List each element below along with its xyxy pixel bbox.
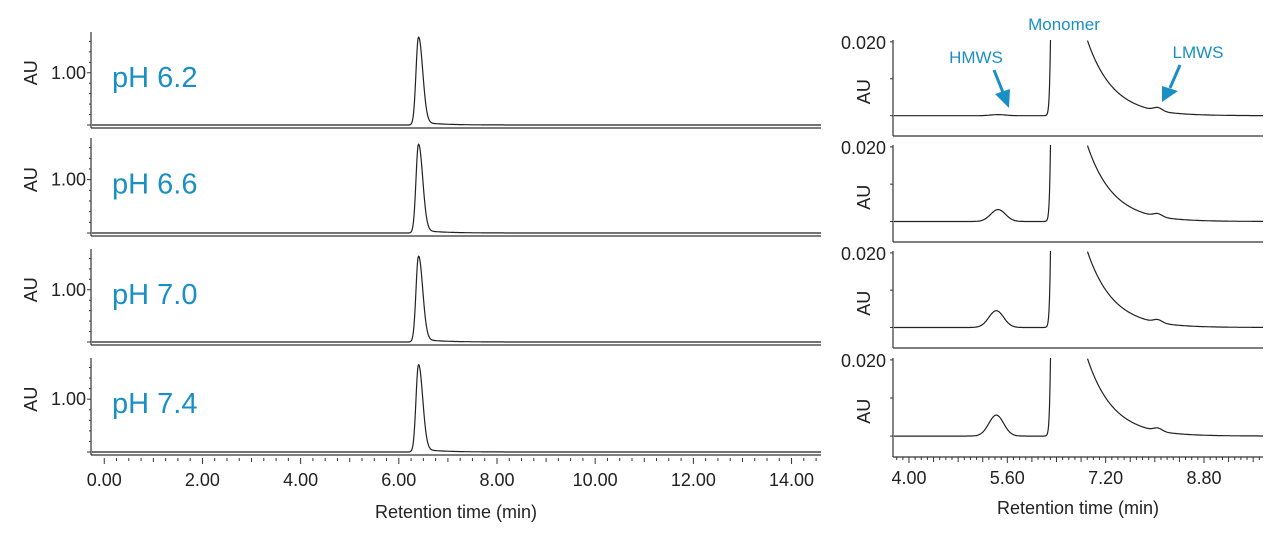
y-axis-label: AU (854, 399, 874, 424)
y-tick-label: 1.00 (51, 170, 86, 190)
y-tick-label: 1.00 (51, 389, 86, 409)
y-tick-label: 0.020 (841, 244, 886, 264)
trace-line (894, 357, 1052, 437)
x-tick-label: 7.20 (1088, 468, 1123, 488)
hmws-annotation: HMWS (949, 48, 1003, 67)
trace-line (894, 39, 1052, 117)
y-axis-label: AU (854, 79, 874, 104)
y-axis-label: AU (854, 185, 874, 210)
y-tick-label: 1.00 (51, 63, 86, 83)
y-axis-label: AU (21, 277, 41, 302)
trace-line (1086, 358, 1263, 437)
right-panel-4: 0.020 AU (841, 351, 1263, 458)
trace-line (1086, 40, 1263, 117)
x-tick-label: 4.00 (283, 470, 318, 490)
sample-label: pH 7.0 (112, 279, 197, 311)
trace-line (92, 364, 821, 453)
x-tick-label: 10.00 (573, 470, 618, 490)
trace-line (92, 255, 821, 343)
y-axis-label: AU (21, 167, 41, 192)
hmws-arrow-shaft (992, 69, 1006, 96)
trace-line (1086, 145, 1263, 222)
trace-line (92, 36, 821, 126)
monomer-annotation: Monomer (1028, 15, 1100, 34)
sample-label: pH 7.4 (112, 388, 197, 420)
x-tick-label: 2.00 (185, 470, 220, 490)
right-panel-1: 0.020 AU (841, 33, 1263, 137)
x-tick-label: 14.00 (769, 470, 814, 490)
right-panel-3: 0.020 AU (841, 244, 1263, 349)
trace-line (894, 250, 1052, 329)
lmws-arrow-shaft (1168, 64, 1182, 89)
y-tick-label: 0.020 (841, 138, 886, 158)
x-axis-label: Retention time (min) (375, 502, 537, 522)
x-tick-label: 12.00 (671, 470, 716, 490)
hmws-arrow-head-icon (995, 89, 1010, 108)
left-panel-1: 1.00 AU pH 6.2 (21, 32, 821, 129)
left-x-axis: 0.00 2.00 4.00 6.00 8.00 10.00 12.00 14.00 Reten… (87, 458, 817, 522)
y-axis-label: AU (854, 291, 874, 316)
y-tick-label: 0.020 (841, 33, 886, 53)
x-tick-label: 4.00 (891, 468, 926, 488)
left-panel-4: 1.00 AU pH 7.4 (21, 358, 821, 456)
sample-label: pH 6.6 (112, 169, 197, 201)
trace-line (92, 143, 821, 234)
lmws-annotation: LMWS (1173, 43, 1224, 62)
annotations: Monomer HMWS LMWS (949, 15, 1224, 108)
y-axis-label: AU (21, 60, 41, 85)
left-panel-3: 1.00 AU pH 7.0 (21, 249, 821, 346)
x-tick-label: 0.00 (87, 470, 122, 490)
y-axis-label: AU (21, 387, 41, 412)
x-tick-label: 6.00 (381, 470, 416, 490)
right-panel-2: 0.020 AU (841, 138, 1263, 243)
right-x-axis: 4.00 5.60 7.20 8.80 Retention time (min) (891, 457, 1260, 518)
trace-line (1086, 251, 1263, 328)
x-axis-label: Retention time (min) (997, 498, 1159, 518)
trace-line (894, 144, 1052, 223)
sample-label: pH 6.2 (112, 62, 197, 94)
y-tick-label: 1.00 (51, 280, 86, 300)
lmws-arrow-head-icon (1162, 86, 1178, 102)
left-panel-2: 1.00 AU pH 6.6 (21, 138, 821, 237)
y-tick-label: 0.020 (841, 351, 886, 371)
x-tick-label: 8.80 (1186, 468, 1221, 488)
x-tick-label: 5.60 (990, 468, 1025, 488)
x-tick-label: 8.00 (479, 470, 514, 490)
